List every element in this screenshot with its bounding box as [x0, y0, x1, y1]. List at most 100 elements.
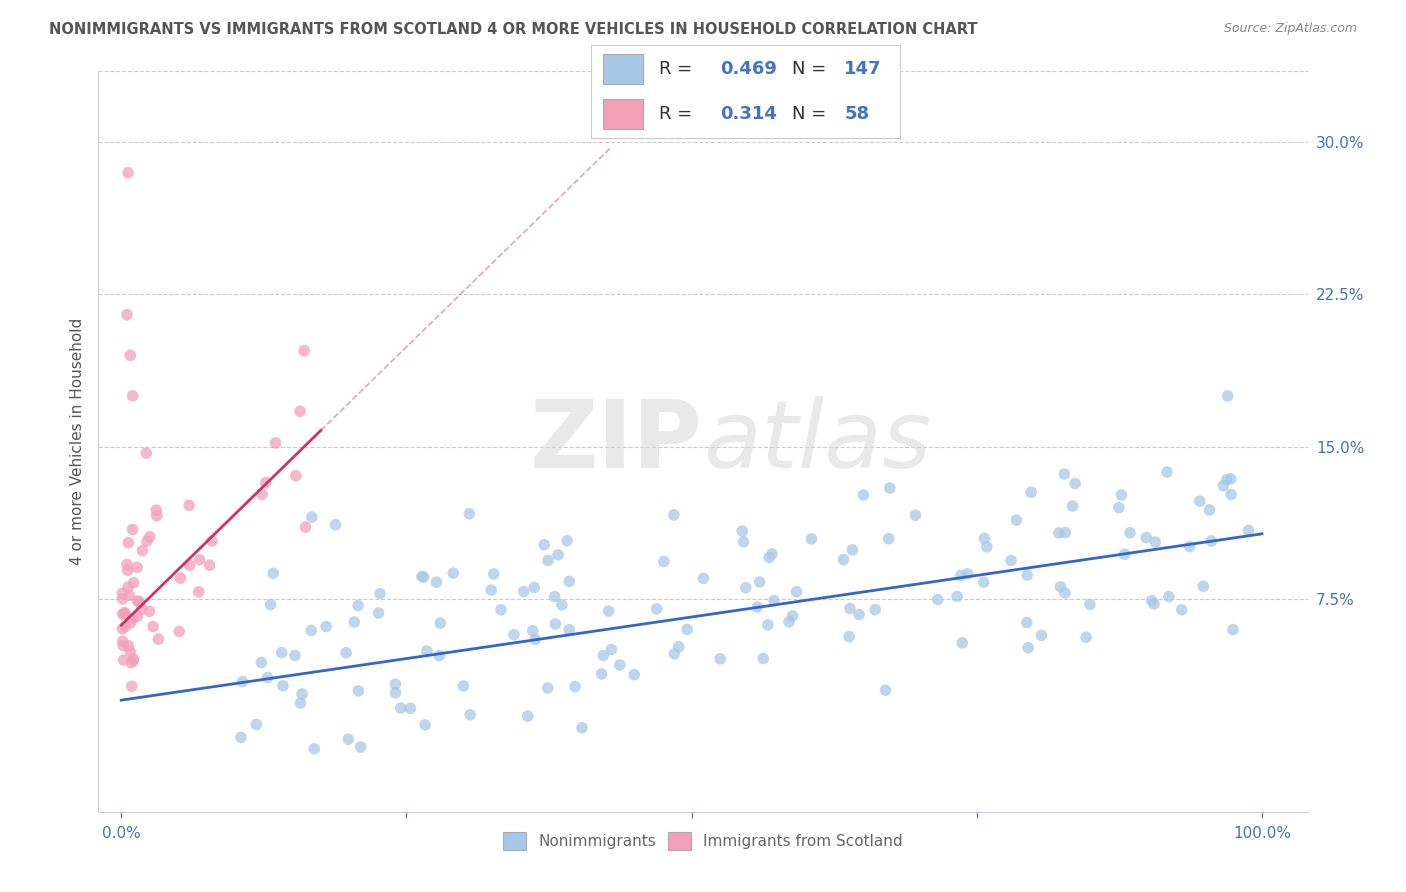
- Point: [1119, 525, 1142, 540]
- Point: [950, 636, 973, 650]
- Point: [848, 607, 870, 622]
- Point: [852, 488, 875, 502]
- Text: 58: 58: [844, 105, 869, 123]
- Point: [111, 607, 134, 621]
- Point: [692, 571, 714, 585]
- Point: [1062, 499, 1084, 513]
- Point: [512, 584, 534, 599]
- Point: [117, 166, 139, 180]
- Point: [427, 648, 450, 663]
- Point: [389, 701, 412, 715]
- Point: [1178, 540, 1201, 554]
- Point: [231, 674, 253, 689]
- Point: [429, 616, 451, 631]
- Point: [122, 653, 145, 667]
- Point: [111, 622, 134, 636]
- Point: [343, 615, 366, 629]
- Point: [115, 308, 138, 322]
- Point: [264, 436, 287, 450]
- Point: [841, 543, 863, 558]
- Point: [146, 508, 169, 523]
- Point: [1215, 473, 1237, 487]
- Point: [120, 615, 142, 630]
- Point: [547, 548, 569, 562]
- Point: [1017, 568, 1039, 582]
- Point: [138, 604, 160, 618]
- Point: [458, 707, 481, 722]
- Point: [117, 580, 139, 594]
- Point: [1078, 598, 1101, 612]
- Point: [1198, 503, 1220, 517]
- Point: [1157, 590, 1180, 604]
- Point: [976, 540, 998, 554]
- Point: [453, 679, 475, 693]
- Point: [290, 696, 312, 710]
- Point: [949, 568, 972, 582]
- Point: [114, 619, 136, 633]
- Point: [121, 679, 143, 693]
- Legend: Nonimmigrants, Immigrants from Scotland: Nonimmigrants, Immigrants from Scotland: [496, 826, 910, 856]
- Point: [645, 602, 668, 616]
- Point: [117, 563, 139, 577]
- Point: [564, 680, 586, 694]
- Y-axis label: 4 or more Vehicles in Household: 4 or more Vehicles in Household: [69, 318, 84, 566]
- Point: [136, 534, 159, 549]
- Point: [250, 487, 273, 501]
- Point: [946, 590, 969, 604]
- Text: R =: R =: [658, 60, 697, 78]
- Text: 147: 147: [844, 60, 882, 78]
- Point: [288, 404, 311, 418]
- Point: [121, 389, 143, 403]
- Point: [761, 547, 783, 561]
- Point: [169, 571, 191, 585]
- Point: [598, 604, 620, 618]
- Point: [747, 599, 769, 614]
- Point: [1005, 513, 1028, 527]
- Point: [187, 585, 209, 599]
- Point: [668, 640, 690, 654]
- Point: [832, 552, 855, 566]
- Point: [676, 623, 699, 637]
- Point: [489, 603, 512, 617]
- Point: [201, 533, 224, 548]
- Point: [118, 589, 141, 603]
- Point: [551, 598, 574, 612]
- Point: [135, 446, 157, 460]
- Point: [413, 718, 436, 732]
- Point: [652, 555, 675, 569]
- Point: [120, 656, 142, 670]
- Point: [1114, 547, 1136, 561]
- Point: [555, 533, 578, 548]
- Point: [294, 520, 316, 534]
- Point: [1219, 472, 1241, 486]
- Point: [256, 670, 278, 684]
- FancyBboxPatch shape: [603, 54, 643, 84]
- Point: [482, 566, 505, 581]
- Point: [145, 503, 167, 517]
- Point: [114, 606, 136, 620]
- Point: [111, 586, 134, 600]
- Point: [1171, 603, 1194, 617]
- Point: [259, 598, 281, 612]
- Point: [198, 558, 221, 573]
- Point: [367, 606, 389, 620]
- Point: [533, 538, 555, 552]
- Text: atlas: atlas: [703, 396, 931, 487]
- Point: [537, 553, 560, 567]
- Text: N =: N =: [792, 105, 831, 123]
- Point: [127, 594, 149, 608]
- Point: [875, 683, 897, 698]
- Point: [1192, 579, 1215, 593]
- Point: [752, 651, 775, 665]
- Point: [927, 592, 949, 607]
- Point: [284, 648, 307, 663]
- Point: [167, 624, 190, 639]
- Point: [1054, 525, 1077, 540]
- Point: [1212, 479, 1234, 493]
- Point: [117, 639, 139, 653]
- Point: [117, 536, 139, 550]
- Point: [315, 619, 337, 633]
- Point: [148, 632, 170, 646]
- Point: [763, 593, 786, 607]
- Point: [524, 632, 547, 647]
